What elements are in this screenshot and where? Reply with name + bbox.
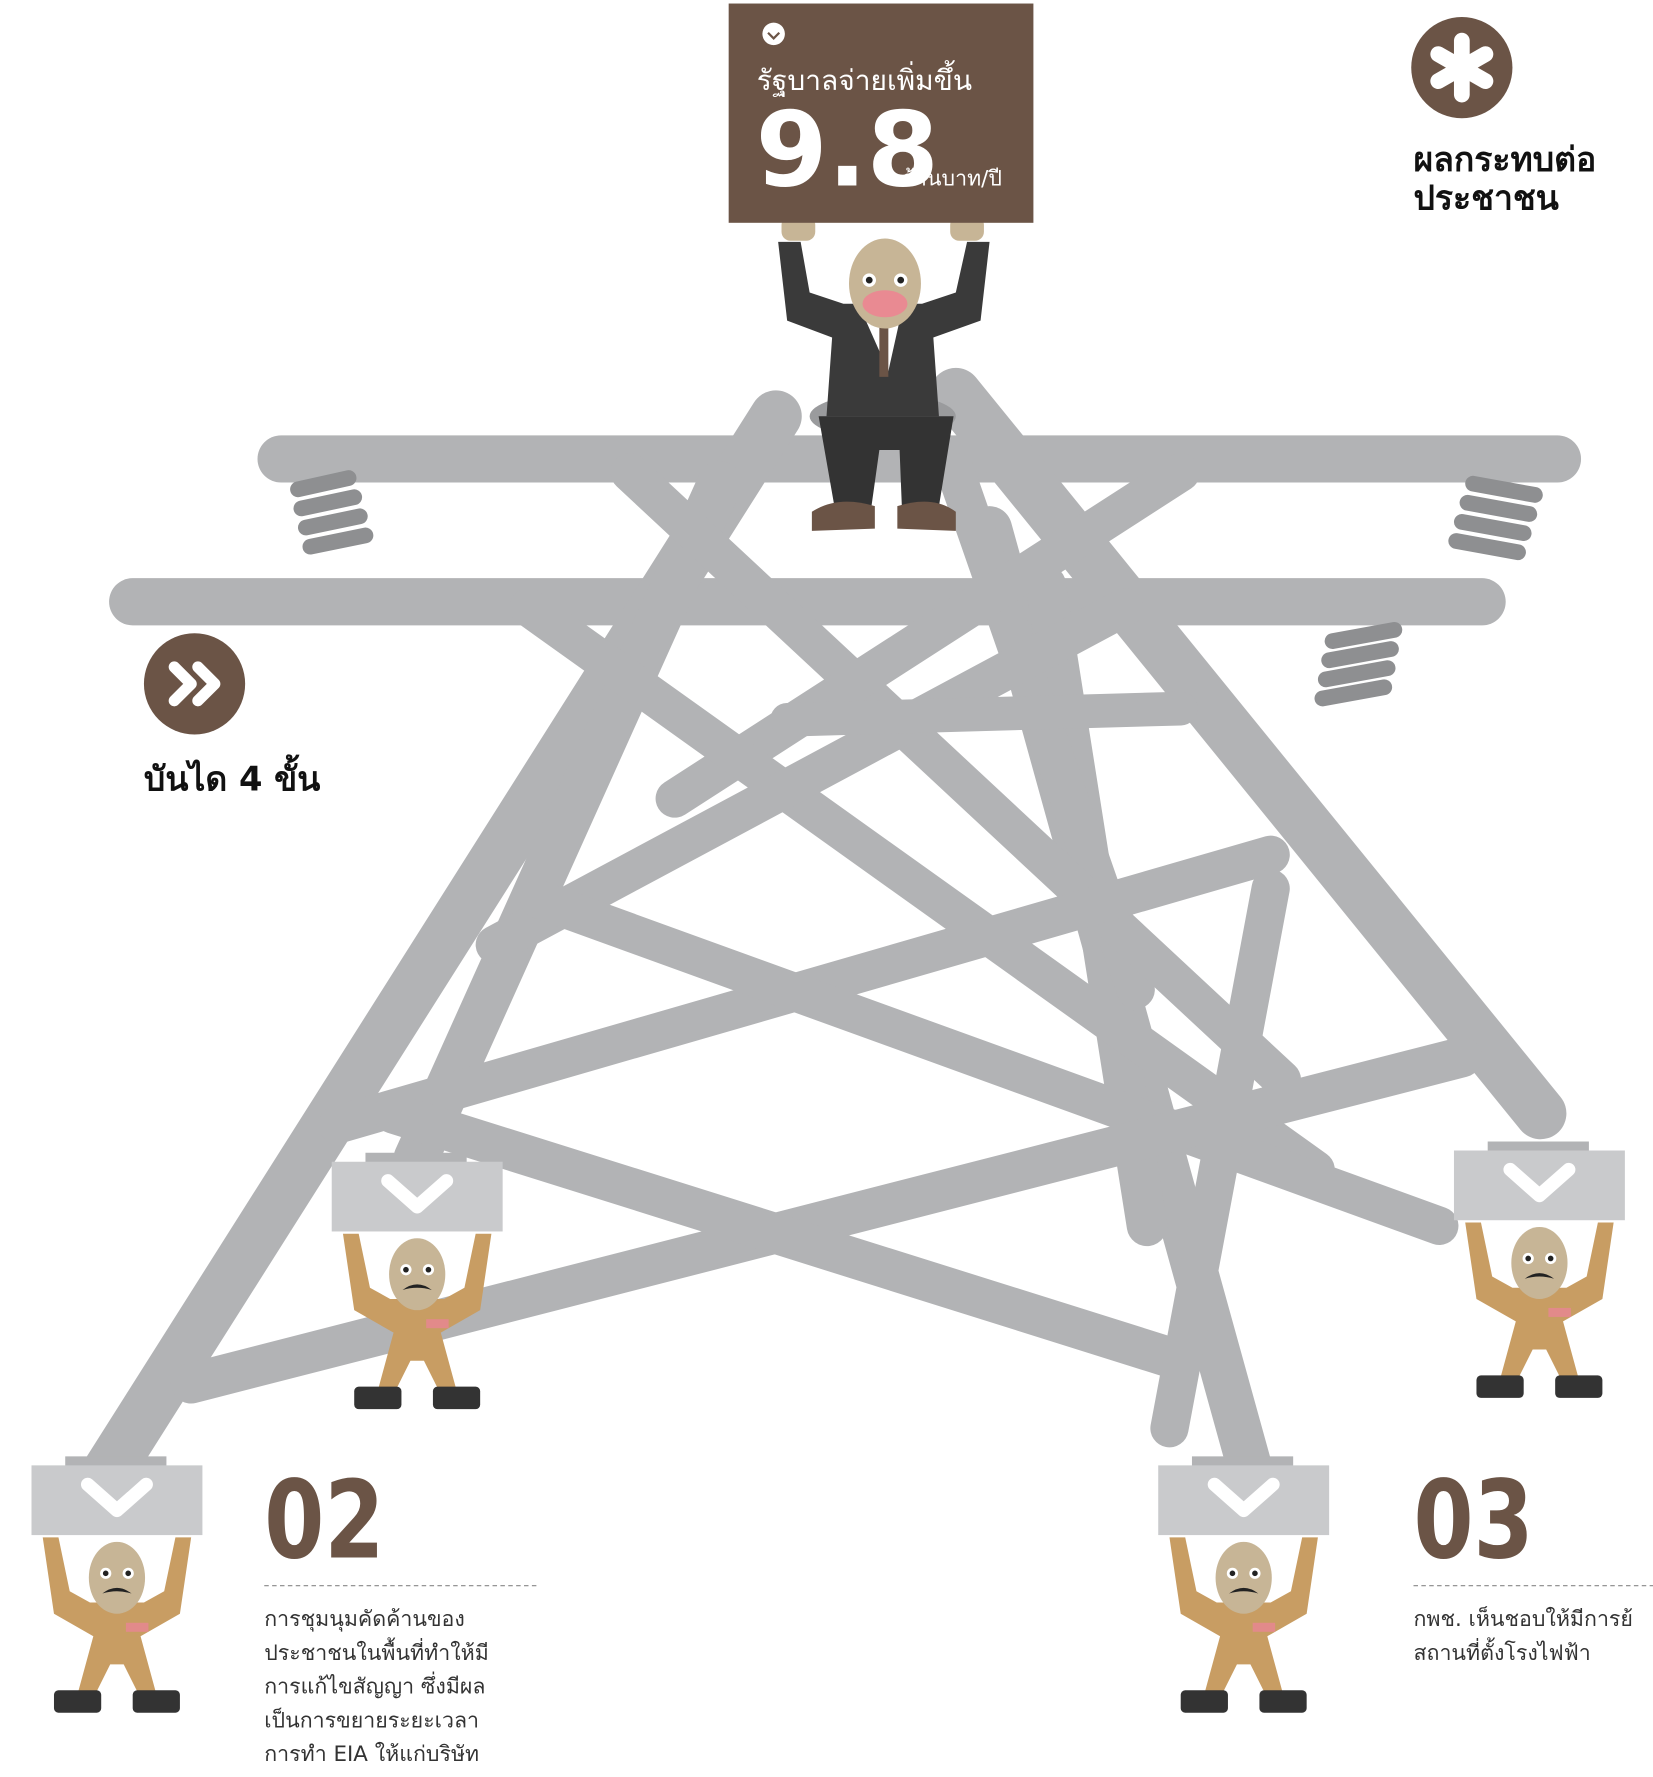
steps-label: บันได 4 ขั้น (144, 754, 320, 799)
step-text: กพช. เห็นชอบให้มีการย้ (1413, 1604, 1632, 1632)
infographic: รัฐบาลจ่ายเพิ่มขึ้น 9.8 ล้านบาท/ปี ผลกระ… (0, 0, 1653, 1777)
step-number: 03 (1413, 1458, 1533, 1584)
sign-amount: 9.8 (756, 91, 939, 211)
step-text: การแก้ไขสัญญา ซึ่งมีผล (264, 1672, 485, 1700)
sign-unit: ล้านบาท/ปี (902, 167, 1002, 192)
impact-line: ผลกระทบต่อ (1413, 140, 1596, 179)
page: รัฐบาลจ่ายเพิ่มขึ้น 9.8 ล้านบาท/ปี ผลกระ… (0, 0, 1653, 1777)
impact-line: ประชาชน (1413, 178, 1558, 217)
step-text: สถานที่ตั้งโรงไฟฟ้า (1413, 1637, 1590, 1666)
step-text: เป็นการขยายระยะเวลา (264, 1705, 479, 1733)
step-text: การทำ EIA ให้แก่บริษัท (264, 1742, 479, 1767)
step-text: การชุมนุมคัดค้านของ (264, 1607, 465, 1632)
step-number: 02 (264, 1458, 384, 1584)
step-text: ประชาชนในพื้นที่ทำให้มี (264, 1637, 489, 1666)
tower (107, 394, 1558, 1474)
